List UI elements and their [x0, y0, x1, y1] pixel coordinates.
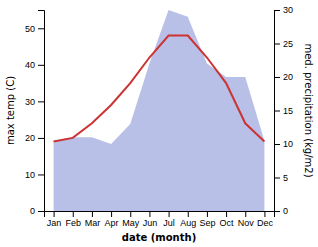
tick-mark — [92, 211, 93, 217]
axis-line — [45, 212, 275, 218]
tick-mark — [264, 211, 265, 217]
tick: Jan — [47, 211, 62, 228]
tick: 50 — [25, 24, 44, 34]
tick-label: Jan — [47, 218, 62, 228]
axis-line — [275, 11, 281, 212]
tick-mark — [274, 144, 280, 145]
tick: Jul — [163, 211, 175, 228]
tick-mark — [111, 211, 112, 217]
area — [54, 10, 265, 211]
tick-mark — [38, 65, 44, 66]
tick-mark — [274, 211, 280, 212]
tick-mark — [207, 211, 208, 217]
y-axis-title: max temp (C) — [5, 76, 16, 145]
tick-label: 30 — [283, 5, 293, 15]
tick-label: Mar — [85, 218, 101, 228]
tick-mark — [54, 211, 55, 217]
tick: 5 — [274, 173, 288, 183]
tick-mark — [38, 28, 44, 29]
tick-label: 10 — [283, 139, 293, 149]
tick-label: 5 — [283, 173, 288, 183]
tick-mark — [274, 178, 280, 179]
tick: 0 — [274, 206, 288, 216]
y2-axis: 0 5 10 15 20 25 30 — [274, 5, 293, 216]
tick-label: Dec — [257, 218, 274, 228]
tick-mark — [274, 77, 280, 78]
tick-mark — [169, 211, 170, 217]
tick-label: Jul — [163, 218, 175, 228]
marks — [54, 10, 265, 211]
tick-mark — [149, 211, 150, 217]
tick-mark — [130, 211, 131, 217]
tick-label: 0 — [30, 206, 35, 216]
tick-mark — [38, 174, 44, 175]
tick-mark — [274, 111, 280, 112]
tick: 20 — [274, 72, 293, 82]
tick: Oct — [220, 211, 235, 228]
tick-mark — [38, 211, 44, 212]
tick-label: Aug — [180, 218, 196, 228]
axis-line — [38, 11, 45, 212]
tick-label: 30 — [25, 97, 35, 107]
tick: Nov — [238, 211, 255, 228]
tick-label: 0 — [283, 206, 288, 216]
chart: JanFeb Mar AprMayJun Jul AugSep OctNovDec 0 10 2… — [0, 0, 318, 247]
x-axis: JanFeb Mar AprMayJun Jul AugSep OctNovDec — [45, 211, 275, 228]
tick-mark — [274, 10, 280, 11]
tick: Aug — [180, 211, 196, 228]
tick: Dec — [257, 211, 274, 228]
tick-mark — [245, 211, 246, 217]
tick: 25 — [274, 39, 293, 49]
tick-mark — [226, 211, 227, 217]
tick: 15 — [274, 106, 293, 116]
tick-label: 20 — [25, 133, 35, 143]
tick: 40 — [25, 60, 44, 70]
tick-label: 25 — [283, 39, 293, 49]
y2-axis-title: med. precipitation (kg/m2) — [303, 43, 314, 177]
tick: Sep — [199, 211, 215, 228]
tick-label: 10 — [25, 170, 35, 180]
tick: 0 — [30, 206, 44, 216]
tick-label: 20 — [283, 72, 293, 82]
tick-label: Oct — [220, 218, 235, 228]
tick-mark — [188, 211, 189, 217]
tick-label: 50 — [25, 24, 35, 34]
tick-label: Feb — [65, 218, 81, 228]
tick: Apr — [105, 211, 119, 228]
tick: 30 — [25, 97, 44, 107]
tick-label: May — [122, 218, 140, 228]
tick: 10 — [25, 170, 44, 180]
tick: 20 — [25, 133, 44, 143]
tick-label: Nov — [238, 218, 255, 228]
tick-label: 40 — [25, 60, 35, 70]
tick: Mar — [85, 211, 101, 228]
tick: Feb — [65, 211, 81, 228]
tick-mark — [73, 211, 74, 217]
tick-mark — [274, 44, 280, 45]
tick-mark — [38, 138, 44, 139]
tick-label: Sep — [199, 218, 215, 228]
tick-label: 15 — [283, 106, 293, 116]
y-axis: 0 10 20 30 40 50 — [25, 11, 45, 217]
x-axis-title: date (month) — [122, 232, 196, 243]
tick: May — [122, 211, 140, 228]
tick-label: Apr — [105, 218, 119, 228]
tick: Jun — [143, 211, 158, 228]
tick: 30 — [274, 5, 293, 15]
tick-label: Jun — [143, 218, 158, 228]
line — [54, 36, 265, 142]
plot: JanFeb Mar AprMayJun Jul AugSep OctNovDec 0 10 2… — [25, 5, 293, 228]
tick: 10 — [274, 139, 293, 149]
tick-mark — [38, 101, 44, 102]
